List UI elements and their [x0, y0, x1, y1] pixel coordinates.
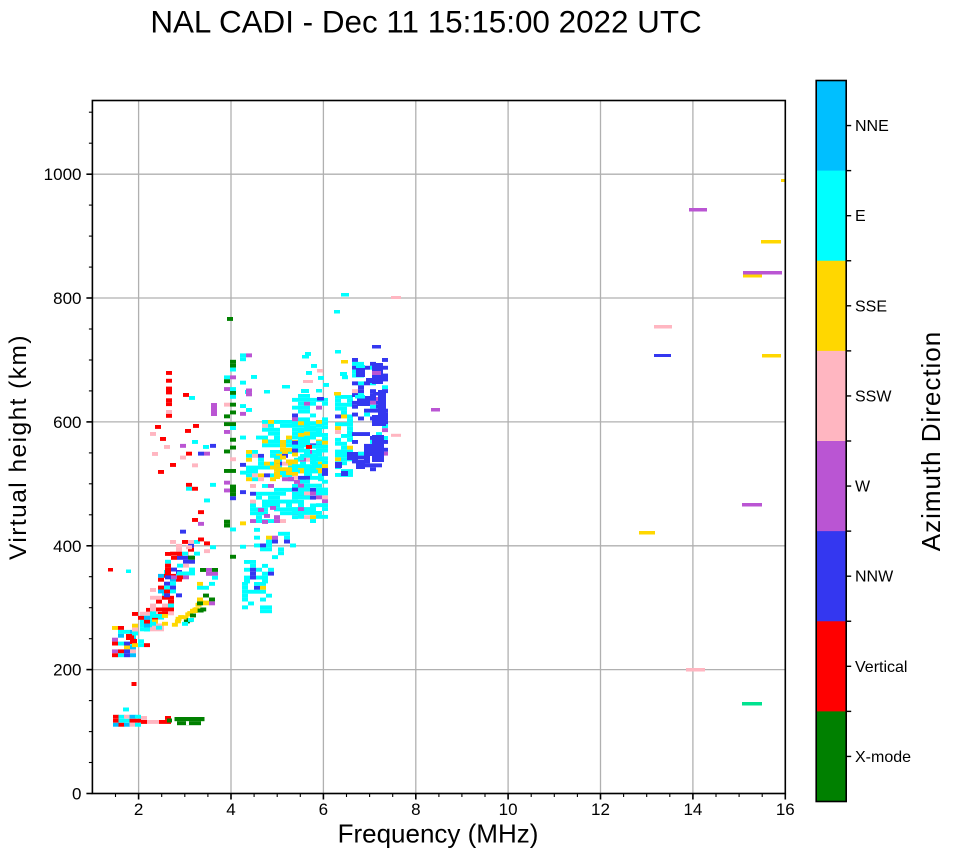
- svg-text:SSW: SSW: [855, 388, 892, 405]
- svg-text:0: 0: [72, 785, 81, 804]
- svg-text:X-mode: X-mode: [855, 749, 911, 766]
- svg-text:800: 800: [53, 289, 81, 308]
- svg-text:200: 200: [53, 661, 81, 680]
- svg-text:Azimuth Direction: Azimuth Direction: [916, 331, 946, 551]
- svg-text:1000: 1000: [44, 165, 82, 184]
- svg-text:Frequency (MHz): Frequency (MHz): [338, 819, 539, 849]
- svg-text:10: 10: [499, 800, 518, 819]
- svg-text:600: 600: [53, 413, 81, 432]
- svg-text:14: 14: [683, 800, 702, 819]
- svg-text:16: 16: [776, 800, 795, 819]
- svg-text:NNW: NNW: [855, 569, 894, 586]
- svg-text:Virtual height (km): Virtual height (km): [5, 334, 32, 560]
- svg-text:NNE: NNE: [855, 118, 889, 135]
- svg-text:W: W: [855, 479, 871, 496]
- svg-text:400: 400: [53, 537, 81, 556]
- svg-text:4: 4: [226, 800, 235, 819]
- svg-text:12: 12: [591, 800, 610, 819]
- svg-text:Vertical: Vertical: [855, 659, 907, 676]
- svg-text:2: 2: [134, 800, 143, 819]
- svg-text:8: 8: [411, 800, 420, 819]
- svg-text:E: E: [855, 208, 866, 225]
- svg-text:NAL CADI - Dec 11 15:15:00 202: NAL CADI - Dec 11 15:15:00 2022 UTC: [150, 5, 701, 40]
- svg-text:SSE: SSE: [855, 298, 887, 315]
- svg-text:6: 6: [319, 800, 328, 819]
